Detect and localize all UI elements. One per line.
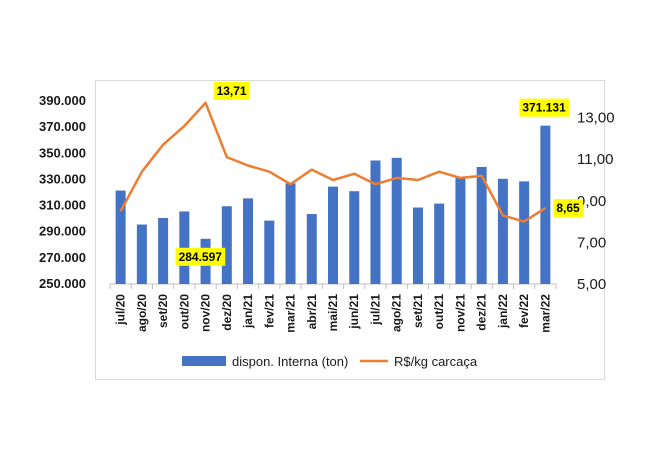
x-tick-label: ago/20 [135, 294, 149, 332]
y-left-tick-label: 250.000 [39, 276, 86, 291]
bar-fev-21 [264, 220, 275, 284]
bar-jun-21 [349, 191, 360, 284]
bar-jan-22 [497, 178, 508, 284]
x-tick-label: ago/21 [390, 294, 404, 332]
x-tick-label: out/20 [177, 294, 191, 330]
annotation-label: 8,65 [556, 201, 580, 215]
annotation-label: 284.597 [179, 250, 223, 264]
bar-nov-21 [455, 177, 466, 284]
x-tick-label: dez/21 [475, 294, 489, 331]
x-tick-label: abr/21 [305, 294, 319, 330]
x-tick-label: jan/21 [241, 294, 255, 329]
x-tick-label: set/20 [156, 294, 170, 328]
y-right-tick-label: 11,00 [577, 151, 613, 168]
bar-jan-21 [243, 198, 254, 284]
bar-out-20 [179, 211, 190, 284]
bar-dez-20 [221, 206, 232, 284]
x-tick-label: fev/22 [517, 294, 531, 328]
y-right-tick-label: 13,00 [577, 110, 615, 127]
bar-set-21 [412, 207, 423, 284]
x-tick-label: nov/21 [453, 294, 467, 332]
x-tick-label: nov/20 [199, 294, 213, 332]
bar-mai-21 [328, 186, 338, 284]
x-tick-label: mar/22 [538, 294, 552, 333]
x-tick-label: fev/21 [262, 294, 276, 328]
annotation-label: 371.131 [522, 101, 566, 115]
y-left-tick-label: 290.000 [39, 224, 86, 239]
bar-ago-20 [136, 224, 147, 284]
bar-jul-20 [115, 190, 126, 284]
annotation-box [213, 81, 250, 100]
annotation-box [175, 247, 226, 266]
annotation-box [519, 98, 570, 117]
bar-mar-21 [285, 183, 296, 284]
y-right-tick-label: 7,00 [577, 234, 606, 251]
bar-set-20 [158, 217, 169, 284]
x-tick-label: jan/22 [496, 294, 510, 329]
y-right-tick-label: 5,00 [577, 276, 606, 293]
line-series [119, 101, 547, 223]
bar-mar-22 [540, 125, 551, 284]
bar-jul-21 [370, 160, 381, 284]
legend-label-bar: dispon. Interna (ton) [232, 354, 348, 369]
x-tick-label: jun/21 [347, 294, 361, 330]
y-left-tick-label: 350.000 [39, 145, 86, 160]
x-tick-label: jul/20 [114, 294, 128, 326]
annotation-box [553, 199, 584, 218]
y-left-tick-label: 270.000 [39, 250, 86, 265]
y-left-tick-label: 390.000 [39, 93, 86, 108]
x-tick-label: jul/21 [368, 294, 382, 326]
y-left-tick-label: 310.000 [39, 198, 86, 213]
y-left-tick-label: 330.000 [39, 171, 86, 186]
legend-swatch-bar [182, 356, 226, 366]
bar-ago-21 [391, 157, 402, 284]
legend-label-line: R$/kg carcaça [394, 354, 478, 369]
y-right-tick-label: 9,00 [577, 193, 606, 210]
x-tick-label: set/21 [411, 294, 425, 328]
chart-frame [95, 80, 605, 380]
bar-fev-22 [519, 181, 530, 284]
x-tick-label: dez/20 [220, 294, 234, 331]
x-tick-label: mai/21 [326, 294, 340, 332]
bar-abr-21 [306, 214, 317, 284]
x-tick-label: mar/21 [284, 294, 298, 333]
y-left-tick-label: 370.000 [39, 119, 86, 134]
bar-dez-21 [476, 167, 487, 284]
bar-out-21 [434, 203, 445, 284]
x-tick-label: out/21 [432, 294, 446, 330]
annotation-label: 13,71 [217, 84, 247, 98]
